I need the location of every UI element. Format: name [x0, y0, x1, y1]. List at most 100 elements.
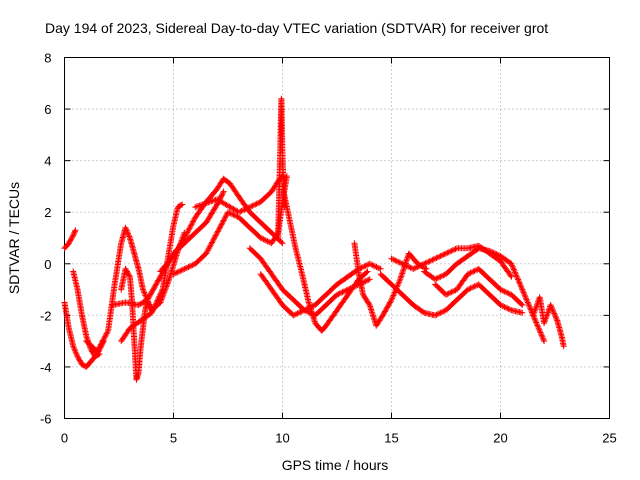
data-point [447, 248, 454, 255]
data-point [379, 312, 386, 319]
data-point [361, 263, 368, 270]
data-point [436, 253, 443, 260]
data-point [140, 286, 146, 293]
data-point [189, 262, 196, 269]
data-point [440, 251, 447, 258]
data-point [451, 246, 458, 253]
data-point [124, 268, 130, 275]
data-point [98, 340, 105, 347]
data-point [245, 204, 252, 211]
data-point [336, 290, 343, 297]
axis-ticks: 0 5 10 15 20 25 -6 -4 -2 0 2 4 6 8 [40, 51, 617, 446]
y-tick-label: -2 [40, 308, 52, 323]
data-point [492, 250, 499, 257]
data-point [157, 290, 164, 297]
data-point [393, 258, 400, 265]
data-point [158, 289, 165, 296]
data-point [207, 242, 214, 249]
data-point [539, 335, 546, 342]
data-point [155, 296, 162, 303]
data-point [297, 309, 304, 316]
data-point [246, 204, 253, 211]
data-point [505, 290, 512, 297]
data-point [171, 270, 178, 277]
data-point [510, 265, 517, 272]
data-point [260, 236, 267, 243]
data-point [368, 261, 375, 268]
data-point [395, 258, 402, 265]
data-point [382, 308, 388, 315]
x-tick-label: 20 [493, 431, 507, 446]
data-point [178, 202, 185, 209]
data-point [291, 311, 298, 318]
data-point [225, 209, 231, 216]
data-point [498, 302, 505, 309]
data-point [387, 298, 394, 305]
data-point [519, 286, 526, 293]
data-point [382, 307, 389, 314]
data-point [221, 216, 228, 223]
data-point [420, 308, 426, 315]
data-point [493, 251, 500, 258]
data-point [516, 279, 523, 286]
grid [64, 57, 610, 419]
data-point [261, 236, 268, 243]
data-point [419, 261, 426, 268]
data-point [295, 309, 302, 316]
data-point [362, 278, 369, 285]
data-point [532, 318, 539, 325]
data-point [560, 343, 567, 350]
data-point [230, 211, 237, 218]
data-point [538, 331, 545, 337]
data-point [389, 256, 396, 263]
data-point [155, 294, 162, 301]
data-point [438, 273, 445, 279]
data-point [150, 305, 157, 312]
data-point [156, 276, 162, 283]
data-point [208, 240, 215, 247]
data-point [305, 309, 312, 316]
data-point [218, 192, 225, 199]
data-point [204, 247, 211, 254]
data-point [173, 269, 180, 276]
data-point [430, 256, 437, 263]
data-point [429, 256, 436, 263]
x-tick-label: 0 [61, 431, 68, 446]
series-13 [257, 260, 384, 319]
data-point [362, 262, 369, 269]
data-point [441, 251, 448, 258]
data-point [70, 232, 77, 239]
data-point [229, 211, 236, 218]
data-point [533, 321, 540, 327]
data-point [219, 191, 226, 198]
data-point [306, 309, 313, 316]
data-point [95, 345, 102, 352]
data-point [417, 262, 424, 269]
data-point [502, 289, 509, 296]
data-point [532, 316, 538, 323]
data-point [216, 225, 223, 232]
data-point [464, 271, 471, 278]
data-point [264, 238, 271, 245]
data-point [436, 310, 443, 317]
data-point [181, 265, 188, 272]
data-point [486, 247, 493, 254]
series-2 [61, 227, 79, 252]
data-point [255, 200, 261, 207]
data-point [186, 225, 193, 232]
data-point [449, 288, 456, 295]
data-point [468, 284, 475, 291]
data-point [438, 309, 445, 316]
data-point [365, 276, 372, 283]
data-point [396, 277, 403, 284]
data-point [342, 287, 349, 294]
data-point [308, 310, 315, 317]
data-point [69, 233, 76, 240]
data-point [301, 307, 308, 314]
x-tick-label: 25 [602, 431, 616, 446]
data-point [233, 213, 240, 220]
data-point [434, 311, 441, 318]
data-point [363, 269, 370, 276]
data-point [526, 303, 533, 310]
data-point [182, 265, 189, 272]
